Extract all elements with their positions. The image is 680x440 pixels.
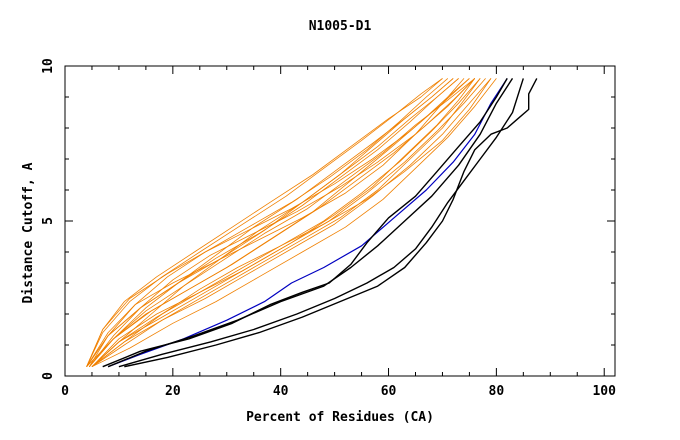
series-line-orange-9 — [86, 78, 470, 367]
series-line-orange-5 — [91, 78, 492, 368]
y-tick-label: 10 — [41, 58, 56, 74]
series-line-orange-17 — [91, 78, 476, 367]
series-line-black-4 — [124, 78, 538, 368]
x-axis-label: Percent of Residues (CA) — [246, 410, 434, 425]
series-line-orange-13 — [86, 78, 454, 367]
series-line-blue-model — [107, 78, 508, 368]
x-tick-label: 40 — [273, 384, 289, 399]
x-tick-label: 100 — [592, 384, 616, 399]
series-line-orange-12 — [91, 78, 486, 367]
x-tick-label: 0 — [61, 384, 69, 399]
plot-frame — [64, 65, 616, 377]
chart-title: N1005-D1 — [309, 19, 372, 34]
series-line-orange-10 — [91, 78, 481, 368]
series-line-orange-15 — [88, 78, 476, 367]
x-tick-label: 60 — [381, 384, 397, 399]
series-line-black-2 — [102, 78, 508, 368]
series-line-black-1 — [107, 78, 514, 368]
y-tick-label: 5 — [41, 217, 56, 225]
series-line-orange-11 — [88, 78, 449, 367]
series-line-orange-14 — [91, 78, 497, 368]
series-line-orange-18 — [86, 78, 443, 367]
x-tick-label: 20 — [165, 384, 181, 399]
series-line-orange-20 — [88, 78, 459, 367]
y-tick-label: 0 — [41, 372, 56, 380]
series-line-orange-19 — [91, 78, 492, 368]
series-line-orange-16 — [86, 78, 476, 367]
series-line-orange-3 — [91, 78, 481, 367]
y-axis-label: Distance Cutoff, A — [21, 162, 36, 303]
series-layer — [86, 78, 538, 368]
series-line-black-3 — [118, 78, 524, 368]
ticks-layer: 0 20 40 60 80 100 0 5 10 — [41, 58, 616, 399]
series-line-orange-8 — [91, 78, 459, 367]
x-tick-label: 80 — [489, 384, 505, 399]
